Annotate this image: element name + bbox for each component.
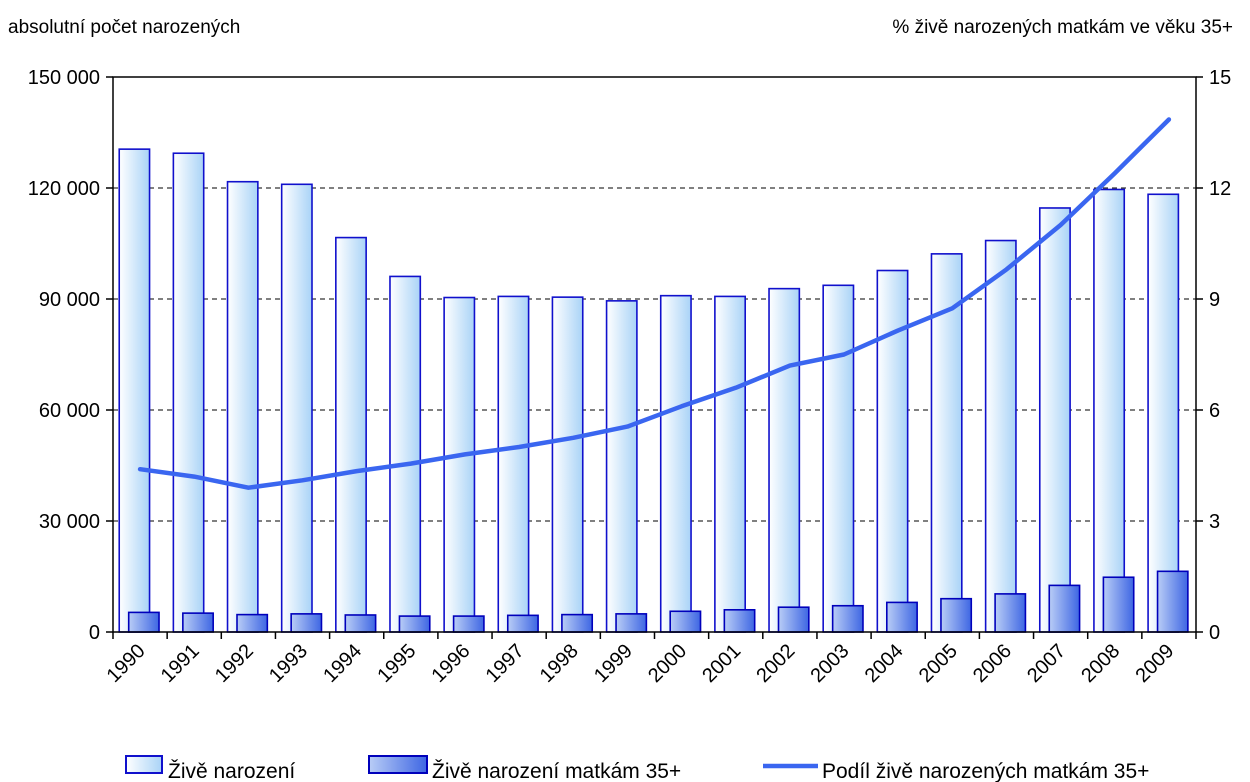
bar-total-2008 — [1093, 188, 1126, 633]
share-line — [137, 117, 1172, 490]
bar-total-2000 — [659, 294, 692, 633]
bar-35plus-2003 — [831, 604, 864, 633]
x-tick-label: 2007 — [1023, 640, 1070, 687]
y-left-tick-label: 30 000 — [39, 511, 100, 533]
x-tick-label: 2002 — [752, 640, 799, 687]
x-axis-ticks: 1990 1991 1992 1993 1994 1995 1996 1997 1998 1999… — [103, 632, 1197, 687]
bar-total-2009 — [1147, 193, 1180, 633]
x-tick-label: 2003 — [807, 640, 854, 687]
bar-35plus-2002 — [777, 606, 810, 633]
y-axis-right-title: % živě narozených matkám ve věku 35+ — [892, 17, 1233, 38]
x-tick-label: 2001 — [698, 640, 745, 687]
x-tick-label: 2004 — [861, 640, 908, 687]
y-right-tick-label: 6 — [1209, 400, 1220, 422]
x-tick-label: 1992 — [211, 640, 258, 687]
y-right-tick-label: 15 — [1209, 67, 1231, 89]
bar-35plus-1990 — [127, 611, 160, 633]
bar-total-2007 — [1038, 207, 1071, 633]
x-tick-label: 1997 — [482, 640, 529, 687]
bar-35plus-1995 — [398, 615, 431, 633]
y-left-tick-label: 0 — [89, 622, 100, 644]
plot-frame — [112, 76, 1197, 633]
bar-total-2006 — [984, 239, 1017, 633]
bar-35plus-1992 — [236, 613, 269, 633]
y-right-tick-label: 12 — [1209, 178, 1231, 200]
x-tick-label: 1996 — [427, 640, 474, 687]
bar-total-1997 — [497, 295, 530, 633]
x-tick-label: 2008 — [1077, 640, 1124, 687]
bar-35plus-1999 — [615, 613, 648, 633]
x-tick-label: 1990 — [103, 640, 150, 687]
bar-35plus-1994 — [344, 614, 377, 633]
bar-total-2001 — [714, 295, 747, 633]
y-axis-left-ticks: 0 30 000 60 000 90 000 120 000 150 000 — [28, 67, 113, 644]
bar-35plus-2009 — [1156, 570, 1189, 633]
bar-35plus-2007 — [1048, 584, 1081, 633]
bar-total-2003 — [822, 284, 855, 633]
bar-35plus-1998 — [561, 613, 594, 633]
x-tick-label: 2005 — [915, 640, 962, 687]
legend: Živě narození Živě narození matkám 35+ P… — [125, 755, 1149, 782]
bar-total-1992 — [226, 180, 259, 633]
x-tick-label: 1991 — [157, 640, 204, 687]
bar-35plus-1996 — [452, 615, 485, 633]
gridlines — [113, 187, 1196, 522]
bar-35plus-2005 — [940, 597, 973, 633]
bar-total-1990 — [118, 148, 151, 633]
bar-35plus-1991 — [182, 612, 214, 633]
y-left-tick-label: 150 000 — [28, 67, 100, 89]
x-tick-label: 2009 — [1131, 640, 1178, 687]
legend-label-share: Podíl živě narozených matkám 35+ — [822, 760, 1149, 782]
bar-total-2004 — [876, 269, 909, 633]
x-tick-label: 1998 — [536, 640, 583, 687]
bars-total-births — [118, 148, 1180, 633]
bar-35plus-1993 — [290, 613, 323, 633]
legend-swatch-total — [125, 755, 163, 774]
y-left-tick-label: 120 000 — [28, 178, 100, 200]
bar-total-1993 — [280, 183, 313, 633]
x-tick-label: 1999 — [590, 640, 637, 687]
legend-label-35plus: Živě narození matkám 35+ — [432, 760, 681, 782]
bar-total-2002 — [768, 287, 801, 633]
bar-35plus-2000 — [669, 610, 702, 633]
y-right-tick-label: 3 — [1209, 511, 1220, 533]
y-axis-right-ticks: 0 3 6 9 12 15 — [1196, 67, 1231, 644]
x-tick-label: 2006 — [969, 640, 1016, 687]
bar-35plus-2001 — [723, 608, 756, 633]
x-tick-label: 1993 — [265, 640, 312, 687]
y-right-tick-label: 0 — [1209, 622, 1220, 644]
bar-total-1996 — [443, 296, 476, 633]
bar-35plus-2008 — [1102, 576, 1135, 633]
y-axis-left-title: absolutní počet narozených — [8, 17, 240, 38]
x-tick-label: 1995 — [373, 640, 420, 687]
y-right-tick-label: 9 — [1209, 289, 1220, 311]
x-tick-label: 2000 — [644, 640, 691, 687]
y-left-tick-label: 60 000 — [39, 400, 100, 422]
bar-35plus-1997 — [506, 614, 539, 633]
legend-label-total: Živě narození — [168, 760, 295, 782]
bar-total-1998 — [551, 296, 584, 633]
x-tick-label: 1994 — [319, 640, 366, 687]
bar-total-1994 — [335, 236, 367, 633]
bar-35plus-2006 — [994, 593, 1027, 633]
legend-swatch-35plus — [368, 755, 428, 774]
bar-35plus-2004 — [886, 601, 918, 633]
bar-total-1995 — [389, 275, 422, 633]
bar-total-1999 — [605, 300, 638, 633]
bar-total-1991 — [172, 152, 205, 633]
y-left-tick-label: 90 000 — [39, 289, 100, 311]
